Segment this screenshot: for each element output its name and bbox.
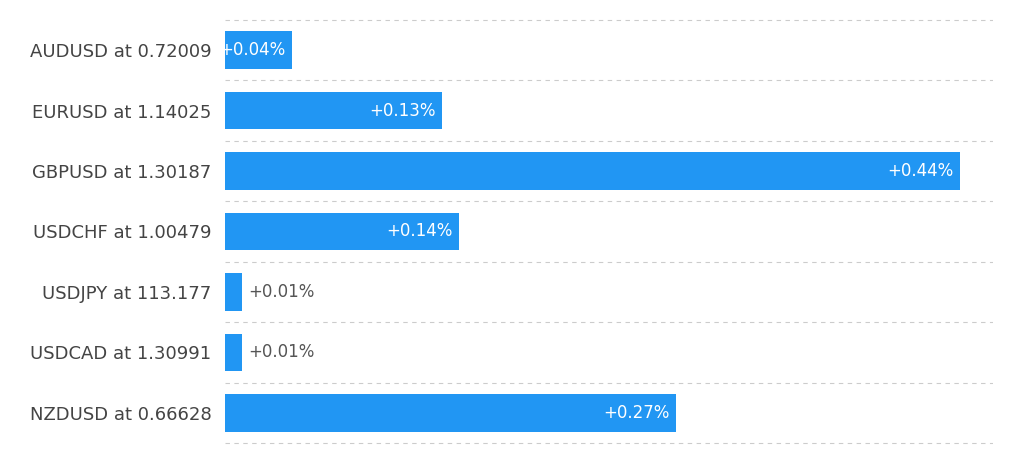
- Text: +0.14%: +0.14%: [386, 223, 453, 240]
- Text: +0.01%: +0.01%: [249, 283, 315, 301]
- Bar: [225, 273, 242, 311]
- Text: +0.04%: +0.04%: [219, 41, 286, 59]
- Bar: [225, 31, 292, 69]
- Bar: [225, 394, 676, 432]
- Text: +0.01%: +0.01%: [249, 344, 315, 362]
- Text: +0.13%: +0.13%: [369, 101, 435, 119]
- Bar: [225, 213, 459, 250]
- Bar: [225, 92, 442, 129]
- Text: +0.27%: +0.27%: [603, 404, 670, 422]
- Bar: [225, 334, 242, 371]
- Bar: [225, 152, 959, 190]
- Text: +0.44%: +0.44%: [887, 162, 953, 180]
